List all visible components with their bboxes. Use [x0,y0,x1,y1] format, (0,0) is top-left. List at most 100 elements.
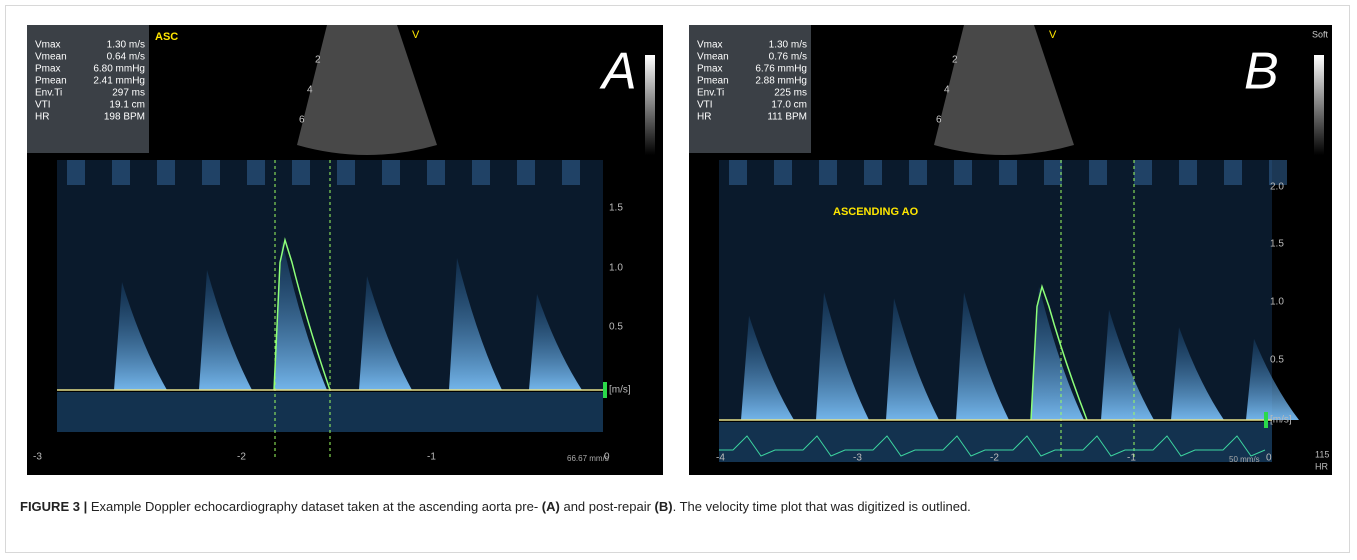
header-noise [1269,160,1287,185]
panel-label: A [599,43,637,101]
view-tag: ASC [155,31,178,43]
measurement-value: 225 ms [774,88,807,99]
measurement-name: Env.Ti [697,88,724,99]
measurement-value: 19.1 cm [109,100,145,111]
velocity-unit: [m/s] [609,385,631,396]
measurement-name: Pmean [697,76,729,87]
time-tick: -2 [237,452,246,463]
measurement-value: 2.88 mmHg [755,76,807,87]
header-noise [247,160,265,185]
scale-label: Soft [1312,29,1329,39]
panel-b: Vmax 1.30 m/s Vmean 0.76 m/s Pmax 6.76 mmHg Pm… [689,25,1332,475]
doppler-spike [816,292,869,420]
figure-label: FIGURE 3 | [20,499,88,514]
measurement-value: 6.80 mmHg [93,64,145,75]
header-noise [157,160,175,185]
measurement-value: 1.30 m/s [769,40,807,51]
baseline-marker [1264,412,1268,428]
header-noise [427,160,445,185]
measurement-name: HR [697,112,711,123]
caption-text: Example Doppler echocardiography dataset… [90,499,539,514]
gray-scale-bar [645,55,655,155]
panel-a: Vmax 1.30 m/s Vmean 0.64 m/s Pmax 6.80 mmHg Pm… [27,25,663,475]
echo-sector [934,25,1074,155]
doppler-spike [199,270,252,390]
velocity-tick: 1.5 [609,203,623,214]
header-noise [472,160,490,185]
doppler-spike [1031,286,1084,420]
velocity-tick: 0.5 [1270,355,1284,366]
caption: FIGURE 3 | Example Doppler echocardiogra… [20,497,1330,517]
header-noise [1089,160,1107,185]
measurement-name: Pmax [35,64,61,75]
ecg-trace [719,435,1266,457]
time-tick: -4 [716,453,725,464]
gray-scale-bar [1314,55,1324,155]
depth-mark: 2 [952,55,958,66]
annotation: ASCENDING AO [833,206,919,218]
header-noise [1179,160,1197,185]
depth-mark: 4 [307,85,313,96]
doppler-spike [529,294,582,390]
view-marker: V [1049,29,1057,41]
header-noise [819,160,837,185]
measurement-value: 297 ms [112,88,145,99]
doppler-spike [449,258,502,390]
doppler-spike [1101,309,1154,420]
velocity-unit: [m/s] [1270,415,1292,426]
header-noise [1134,160,1152,185]
echo-sector [297,25,437,155]
header-noise [1224,160,1242,185]
doppler-spike [114,282,167,390]
measurement-value: 0.76 m/s [769,52,807,63]
measurement-name: Vmean [697,52,729,63]
measurement-box [27,25,149,153]
measurement-value: 17.0 cm [771,100,807,111]
measurement-value: 6.76 mmHg [755,64,807,75]
header-noise [517,160,535,185]
caption-ref: (A) [541,499,560,514]
measurement-name: Vmax [697,40,723,51]
measurement-value: 198 BPM [104,112,145,123]
velocity-tick: 0.5 [609,322,623,333]
header-noise [292,160,310,185]
measurement-name: Pmax [697,64,723,75]
header-noise [112,160,130,185]
time-tick: 0 [1266,453,1272,464]
header-noise [729,160,747,185]
doppler-spike [956,292,1009,420]
sweep-speed: 66.67 mm/s [567,454,609,463]
measurement-name: HR [35,112,49,123]
header-noise [909,160,927,185]
measurement-name: Vmax [35,40,61,51]
measurement-value: 1.30 m/s [107,40,145,51]
doppler-spike [1246,338,1299,420]
header-noise [864,160,882,185]
header-noise [954,160,972,185]
velocity-tick: 2.0 [1270,182,1284,193]
measurement-name: VTI [697,100,713,111]
measurement-name: Env.Ti [35,88,62,99]
measurement-value: 0.64 m/s [107,52,145,63]
doppler-spike [886,298,939,420]
time-tick: -1 [1127,453,1136,464]
header-noise [562,160,580,185]
baseline-marker [603,382,607,398]
depth-mark: 4 [944,85,950,96]
heart-rate-label: HR [1315,461,1328,471]
header-noise [774,160,792,185]
header-noise [999,160,1017,185]
header-noise [382,160,400,185]
heart-rate: 115 [1315,449,1329,459]
depth-mark: 2 [315,55,321,66]
caption-ref: (B) [654,499,673,514]
header-noise [67,160,85,185]
doppler-spike [741,315,794,420]
measurement-name: Pmean [35,76,67,87]
depth-mark: 6 [299,115,305,126]
depth-mark: 6 [936,115,942,126]
velocity-tick: 1.0 [609,263,623,274]
header-noise [337,160,355,185]
velocity-tick: 1.0 [1270,297,1284,308]
